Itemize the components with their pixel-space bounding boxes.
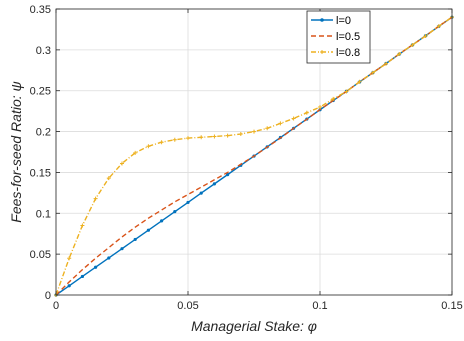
series-3 (54, 15, 454, 297)
plot-frame (55, 8, 453, 296)
series-point (146, 144, 151, 149)
series-point (94, 265, 98, 269)
series-point (173, 210, 177, 214)
series-point (133, 150, 138, 155)
series-point (120, 161, 124, 166)
series-point (225, 133, 230, 138)
y-axis-label-text: Fees-for-seed Ratio: (8, 91, 24, 222)
series-point (370, 70, 375, 75)
series-point (410, 42, 415, 47)
series-point (146, 228, 150, 232)
series-point (212, 134, 217, 139)
legend-label: l=0.5 (336, 31, 360, 43)
plot-background (56, 9, 452, 295)
series-point (106, 176, 111, 181)
x-axis-symbol: φ (308, 318, 317, 334)
y-tick-label: 0.05 (30, 249, 51, 261)
x-axis-label: Managerial Stake: φ (191, 318, 317, 334)
y-axis-symbol: ψ (8, 81, 24, 91)
series-point (160, 219, 164, 223)
series-point (331, 96, 336, 101)
series-point (318, 105, 322, 110)
y-tick-labels: 0 0.05 0.1 0.15 0.2 0.25 0.3 0.35 (30, 4, 51, 302)
y-tick-label: 0.35 (30, 4, 51, 16)
series-layer (54, 15, 454, 297)
series-point (107, 256, 111, 260)
series-point (423, 33, 428, 38)
y-tick-label: 0.1 (36, 208, 51, 220)
series-point (212, 182, 216, 186)
y-tick-label: 0.15 (30, 167, 51, 179)
y-axis-label: Fees-for-seed Ratio: ψ (8, 81, 24, 222)
series-point (67, 256, 72, 261)
series-point (436, 24, 441, 29)
series-point (265, 126, 270, 131)
x-axis-label-text: Managerial Stake: (191, 318, 308, 334)
legend: l=0 l=0.5 l=0.8 (306, 10, 371, 64)
series-point (199, 191, 203, 195)
legend-label: l=0.8 (336, 47, 360, 59)
y-tick-label: 0.2 (36, 127, 51, 139)
legend-label: l=0 (336, 15, 351, 27)
series-point (133, 237, 137, 242)
series-point (384, 61, 388, 66)
series-point (291, 116, 296, 121)
legend-marker (320, 50, 324, 54)
series-point (304, 110, 309, 115)
series-point (199, 135, 204, 140)
x-tick-label: 0.15 (441, 300, 462, 312)
y-tick-label: 0.25 (30, 86, 51, 98)
y-tick-label: 0 (45, 290, 51, 302)
series-point (278, 121, 283, 126)
legend-marker (320, 18, 324, 22)
series-point (397, 51, 402, 56)
x-tick-labels: 0 0.05 0.1 0.15 (53, 300, 463, 312)
series-point (252, 129, 256, 134)
x-tick-label: 0.05 (177, 300, 198, 312)
series-point (344, 89, 349, 94)
series-point (159, 140, 164, 145)
series-point (226, 173, 230, 177)
series-point (172, 137, 177, 142)
y-tick-label: 0.3 (36, 45, 51, 57)
series-point (80, 274, 84, 279)
ticks (55, 8, 453, 296)
series-point (80, 223, 85, 228)
series-point (186, 200, 190, 205)
series-point (357, 79, 362, 84)
series-point (186, 136, 190, 141)
series-point (238, 132, 243, 137)
series-point (120, 247, 124, 251)
x-tick-label: 0.1 (312, 300, 327, 312)
series-point (67, 284, 71, 288)
series-point (93, 196, 98, 201)
x-tick-label: 0 (53, 300, 59, 312)
